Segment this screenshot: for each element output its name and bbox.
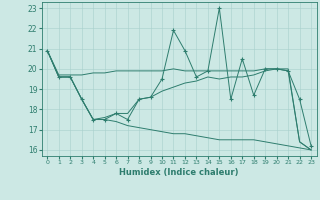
X-axis label: Humidex (Indice chaleur): Humidex (Indice chaleur) [119, 168, 239, 177]
